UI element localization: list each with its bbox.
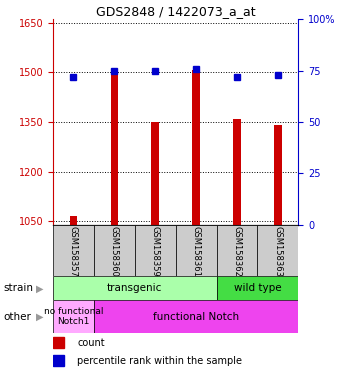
Text: wild type: wild type: [234, 283, 281, 293]
Bar: [110, 73, 118, 225]
Text: ▶: ▶: [36, 283, 43, 293]
Text: GSM158360: GSM158360: [110, 226, 119, 277]
Text: functional Notch: functional Notch: [153, 311, 239, 322]
Text: other: other: [3, 311, 31, 322]
Bar: [94, 300, 298, 333]
Bar: [274, 125, 282, 225]
Text: percentile rank within the sample: percentile rank within the sample: [77, 356, 242, 366]
Bar: [53, 225, 94, 276]
Bar: [53, 337, 64, 348]
Bar: [257, 225, 298, 276]
Bar: [53, 276, 217, 300]
Text: GSM158363: GSM158363: [273, 226, 282, 277]
Bar: [94, 225, 135, 276]
Text: strain: strain: [3, 283, 33, 293]
Text: GSM158362: GSM158362: [233, 226, 241, 277]
Bar: [151, 122, 159, 225]
Text: GSM158357: GSM158357: [69, 226, 78, 277]
Bar: [53, 300, 94, 333]
Bar: [192, 70, 200, 225]
Text: count: count: [77, 338, 105, 348]
Bar: [135, 225, 176, 276]
Bar: [217, 225, 257, 276]
Bar: [53, 355, 64, 366]
Title: GDS2848 / 1422073_a_at: GDS2848 / 1422073_a_at: [96, 5, 255, 18]
Bar: [233, 119, 241, 225]
Text: no functional
Notch1: no functional Notch1: [44, 307, 103, 326]
Text: ▶: ▶: [36, 311, 43, 322]
Text: GSM158361: GSM158361: [192, 226, 201, 277]
Text: GSM158359: GSM158359: [151, 226, 160, 277]
Bar: [176, 225, 217, 276]
Text: transgenic: transgenic: [107, 283, 162, 293]
Bar: [217, 276, 298, 300]
Bar: [70, 216, 77, 225]
